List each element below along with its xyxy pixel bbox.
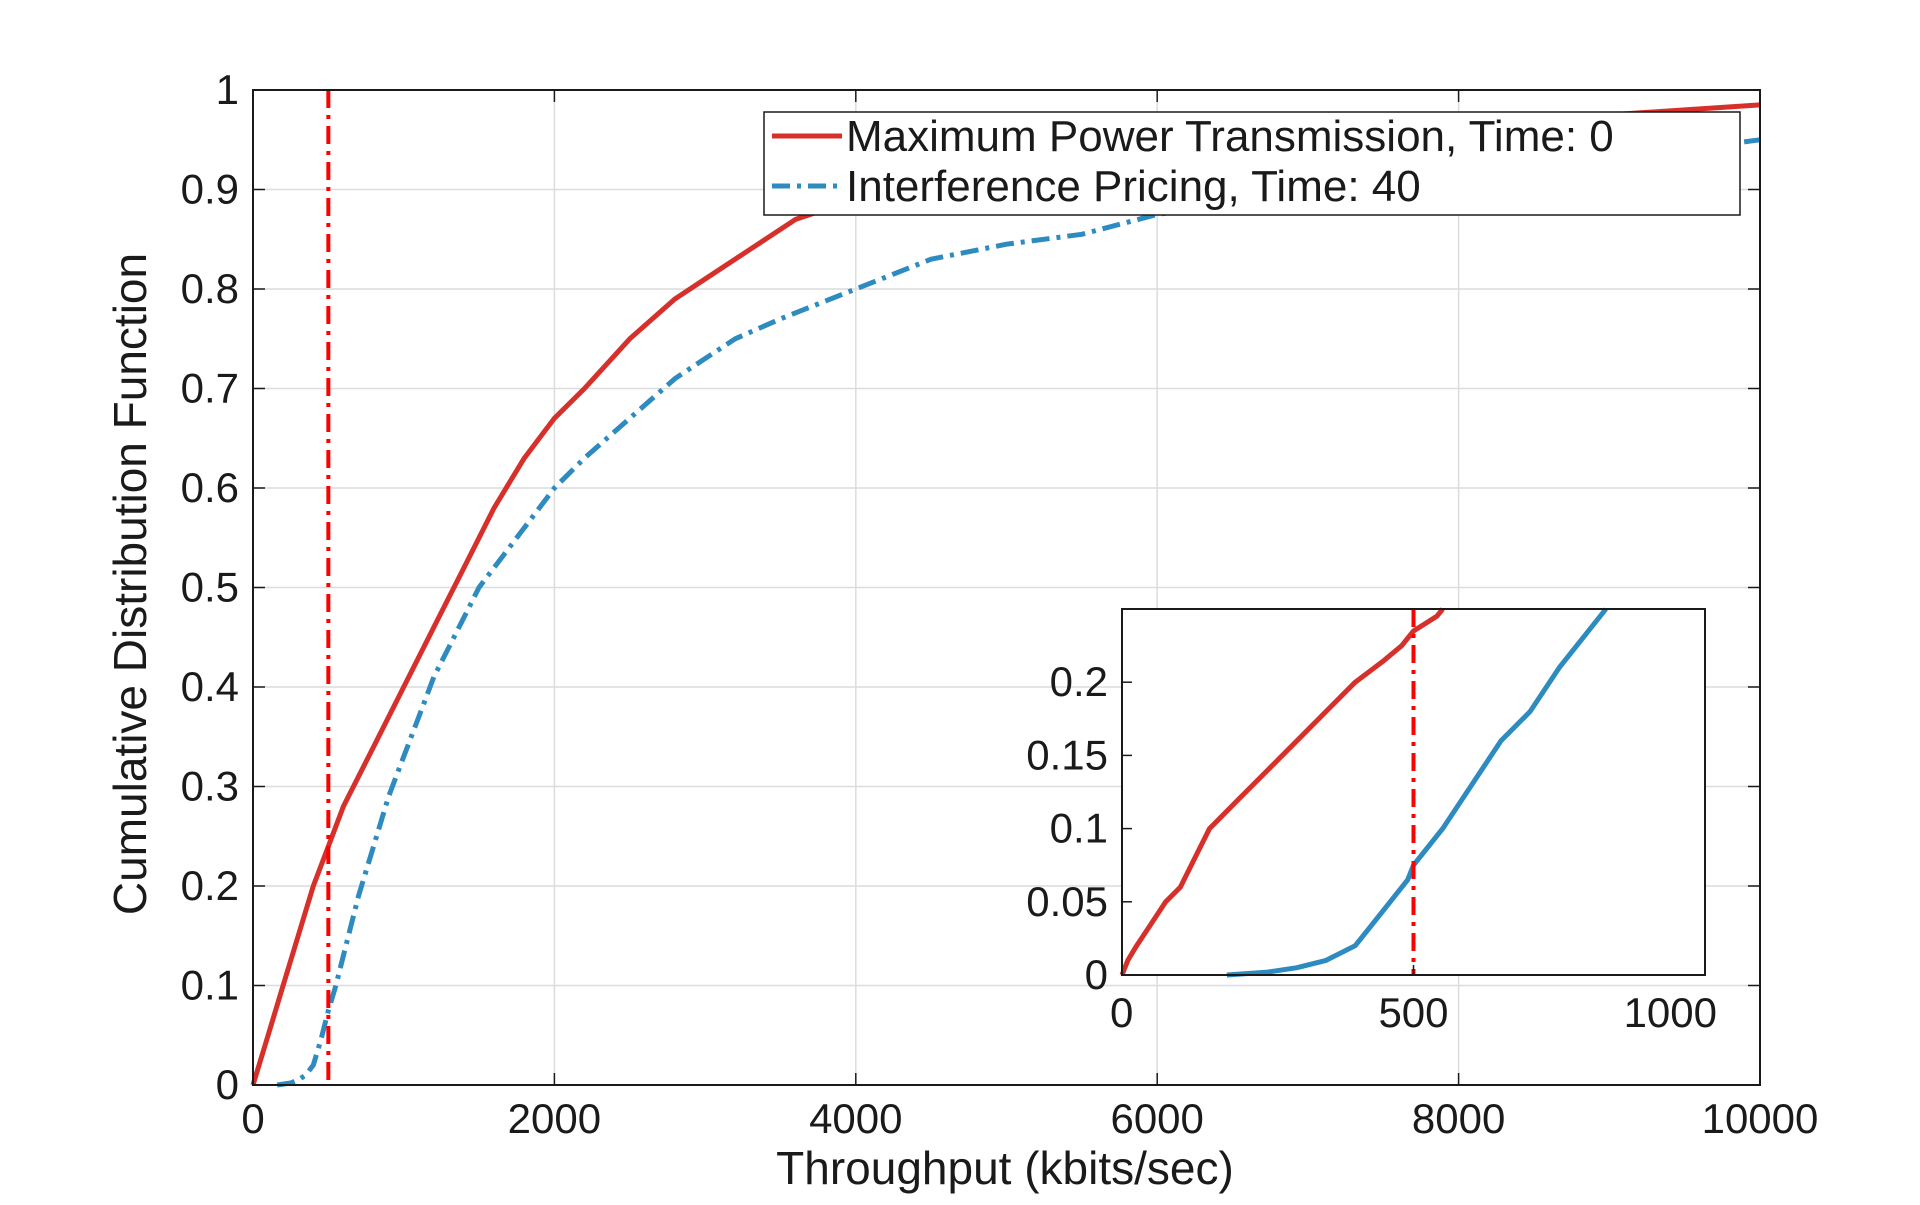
y-tick-label: 0.5 [181, 564, 239, 611]
y-tick-label: 0.2 [181, 862, 239, 909]
y-tick-label: 0.8 [181, 265, 239, 312]
y-tick-label: 0.6 [181, 464, 239, 511]
y-tick-label: 0.1 [181, 962, 239, 1009]
inset-y-tick-label: 0.15 [1026, 731, 1108, 778]
x-axis-label: Throughput (kbits/sec) [776, 1142, 1234, 1194]
legend-box [763, 111, 1741, 216]
inset-series-line-1 [1119, 607, 1445, 976]
inset-y-tick-label: 0.05 [1026, 878, 1108, 925]
y-tick-label: 1 [216, 66, 239, 113]
legend-label-series-2: Interference Pricing, Time: 40 [846, 162, 1421, 211]
y-tick-label: 0 [216, 1061, 239, 1108]
inset-plot-area [1119, 607, 1608, 978]
x-tick-label: 2000 [508, 1095, 601, 1142]
main-axes: 0 2000 4000 6000 8000 1000000.10.20.30.40.50.… [181, 66, 1819, 1142]
inset-y-tick-label: 0.1 [1050, 805, 1108, 852]
main-grid [253, 90, 1760, 1085]
x-tick-label: 8000 [1412, 1095, 1505, 1142]
inset-y-tick-label: 0 [1085, 951, 1108, 998]
inset-x-tick-label: 500 [1378, 989, 1448, 1036]
x-tick-label: 4000 [809, 1095, 902, 1142]
inset-y-tick-label: 0.2 [1050, 658, 1108, 705]
legend-label-series-1: Maximum Power Transmission, Time: 0 [846, 112, 1614, 161]
y-tick-label: 0.3 [181, 763, 239, 810]
inset-series-line-2 [1226, 607, 1608, 978]
x-tick-label: 10000 [1702, 1095, 1819, 1142]
y-tick-label: 0.4 [181, 663, 239, 710]
x-tick-label: 0 [241, 1095, 264, 1142]
y-tick-label: 0.7 [181, 365, 239, 412]
inset-axes: 0 500 1000 0 0.05 0.1 0.15 0.2 [1026, 608, 1717, 1036]
y-tick-label: 0.9 [181, 166, 239, 213]
inset-x-tick-label: 0 [1110, 989, 1133, 1036]
x-tick-label: 6000 [1110, 1095, 1203, 1142]
y-axis-label: Cumulative Distribution Function [104, 253, 156, 915]
inset-x-tick-label: 1000 [1624, 989, 1717, 1036]
legend: Maximum Power Transmission, Time: 0 Inte… [763, 111, 1741, 216]
